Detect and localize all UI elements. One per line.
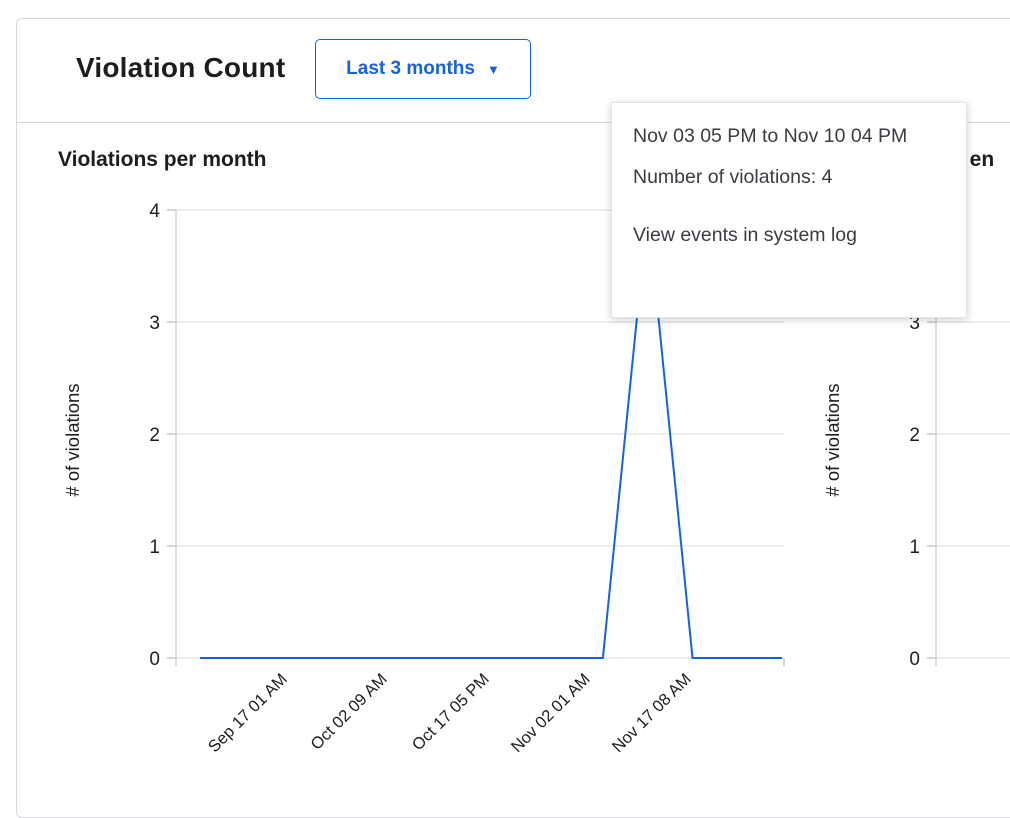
y-tick-label: 3 xyxy=(149,313,160,334)
y-axis-label: # of violations xyxy=(822,383,843,496)
y-tick-label: 1 xyxy=(149,537,160,558)
x-tick-label: Sep 17 01 AM xyxy=(205,670,291,756)
tooltip-violation-count: Number of violations: 4 xyxy=(633,165,946,189)
y-tick-label: 0 xyxy=(909,649,920,670)
y-tick-label: 2 xyxy=(149,425,160,446)
tooltip-date-range: Nov 03 05 PM to Nov 10 04 PM xyxy=(633,117,946,155)
y-tick-label: 0 xyxy=(149,649,160,670)
y-axis-label: # of violations xyxy=(62,383,83,496)
x-tick-label: Oct 17 05 PM xyxy=(409,670,493,754)
y-tick-label: 1 xyxy=(909,537,920,558)
y-tick-label: 4 xyxy=(149,201,160,222)
y-tick-label: 2 xyxy=(909,425,920,446)
x-tick-label: Nov 17 08 AM xyxy=(609,670,695,756)
chart-tooltip: Nov 03 05 PM to Nov 10 04 PM Number of v… xyxy=(611,102,967,318)
view-events-link[interactable]: View events in system log xyxy=(633,223,946,247)
x-tick-label: Oct 02 09 AM xyxy=(307,670,390,753)
x-tick-label: Nov 02 01 AM xyxy=(508,670,594,756)
